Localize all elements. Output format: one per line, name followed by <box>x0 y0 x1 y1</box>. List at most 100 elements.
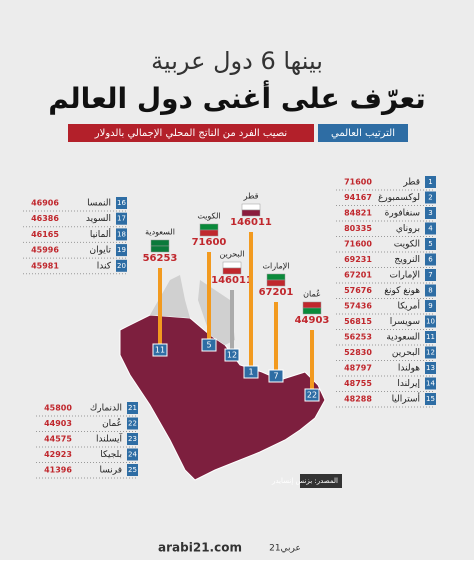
rank-box <box>425 238 436 250</box>
row-country: سويسرا <box>390 317 420 327</box>
row-rank: 14 <box>426 380 435 388</box>
row-country: الإمارات <box>389 271 420 281</box>
row-country: لوكسمبورغ <box>378 193 420 203</box>
row-rank: 22 <box>128 420 137 428</box>
rank-box <box>116 228 127 241</box>
pin-rank: 5 <box>206 341 211 350</box>
row-rank: 23 <box>128 435 137 443</box>
pin-rank-box <box>268 369 284 383</box>
source: المصدر: بزنس إنسايدر <box>271 477 338 485</box>
row-country: أمريكا <box>397 300 420 312</box>
row-country: بلجيكا <box>100 450 122 460</box>
row-rank: 6 <box>428 256 433 264</box>
row-country: قطر <box>402 178 420 188</box>
row-country: السويد <box>86 214 111 224</box>
row-country: النمسا <box>87 199 111 209</box>
rank-box <box>116 259 127 272</box>
row-value: 56815 <box>344 317 372 326</box>
row-country: هونغ كونغ <box>384 286 420 296</box>
rank-box <box>425 191 436 204</box>
row-value: 45996 <box>31 246 59 255</box>
flag <box>199 229 219 237</box>
rank-box <box>425 377 436 390</box>
flag <box>222 261 242 269</box>
map-country: عُمان <box>303 290 321 299</box>
rank-box <box>116 197 127 209</box>
pin-rank: 7 <box>273 372 278 381</box>
legend-rank-box <box>318 124 408 142</box>
map-country: السعودية <box>145 228 175 237</box>
rank-box <box>127 402 138 414</box>
row-value: 52830 <box>344 348 372 357</box>
row-rank: 17 <box>117 215 126 223</box>
row-rank: 4 <box>428 225 433 233</box>
rank-box <box>425 331 436 343</box>
row-value: 46906 <box>31 199 59 208</box>
row-rank: 13 <box>426 364 435 372</box>
source-box <box>300 474 342 488</box>
rank-box <box>127 448 138 461</box>
row-value: 80335 <box>344 224 372 233</box>
flag <box>150 239 170 247</box>
row-value: 46165 <box>31 230 59 239</box>
rank-box <box>425 253 436 266</box>
rank-box <box>425 269 436 281</box>
rank-box <box>425 222 436 235</box>
row-value: 45800 <box>44 404 72 413</box>
rank-box <box>127 417 138 430</box>
pin-rank-box <box>152 343 168 357</box>
row-rank: 1 <box>428 178 432 186</box>
row-country: فرنسا <box>99 466 122 476</box>
row-country: إيرلندا <box>397 379 420 389</box>
row-rank: 16 <box>117 199 126 207</box>
map-value: 56253 <box>143 253 178 264</box>
row-value: 94167 <box>344 193 372 202</box>
row-value: 67201 <box>344 271 372 280</box>
rank-box <box>425 300 436 312</box>
rank-box <box>425 346 436 359</box>
row-rank: 20 <box>117 262 126 270</box>
pin-rank: 12 <box>227 351 237 360</box>
row-value: 71600 <box>344 178 372 187</box>
map-country: البحرين <box>220 250 245 259</box>
map-value: 67201 <box>259 287 294 298</box>
flag <box>241 203 261 211</box>
row-rank: 10 <box>426 318 435 326</box>
row-country: بروناي <box>396 224 420 234</box>
footer-site: arabi21.com <box>158 541 242 555</box>
row-rank: 8 <box>428 287 432 295</box>
row-country: ألمانيا <box>90 228 111 240</box>
map-country: الكويت <box>197 212 220 221</box>
row-value: 84821 <box>344 209 372 218</box>
row-rank: 5 <box>428 240 432 248</box>
row-rank: 25 <box>128 466 137 474</box>
row-value: 48755 <box>344 379 372 388</box>
flag <box>150 245 170 253</box>
row-country: النرويج <box>394 255 420 265</box>
flag <box>302 301 322 309</box>
flag <box>266 279 286 287</box>
rank-box <box>425 207 436 219</box>
row-rank: 19 <box>117 246 126 254</box>
rank-box <box>425 362 436 374</box>
rank-box <box>116 212 127 225</box>
pin-bar <box>249 232 253 372</box>
row-country: سنغافورة <box>385 209 420 219</box>
legend-gdp: نصيب الفرد من الناتج المحلي الإجمالي بال… <box>94 128 287 139</box>
row-rank: 12 <box>426 349 435 357</box>
flag <box>241 209 261 217</box>
pin-rank: 1 <box>248 368 253 377</box>
map-value: 146011 <box>211 275 253 286</box>
row-value: 48797 <box>344 364 372 373</box>
legend-gdp-box <box>68 124 314 142</box>
row-country: هولندا <box>398 364 420 374</box>
pin-bar <box>158 268 162 350</box>
pin-rank-box <box>243 365 259 379</box>
row-country: الكويت <box>394 240 420 250</box>
row-rank: 15 <box>426 395 435 403</box>
row-value: 46386 <box>31 214 59 223</box>
row-country: آيسلندا <box>96 433 122 445</box>
row-rank: 3 <box>428 209 432 217</box>
